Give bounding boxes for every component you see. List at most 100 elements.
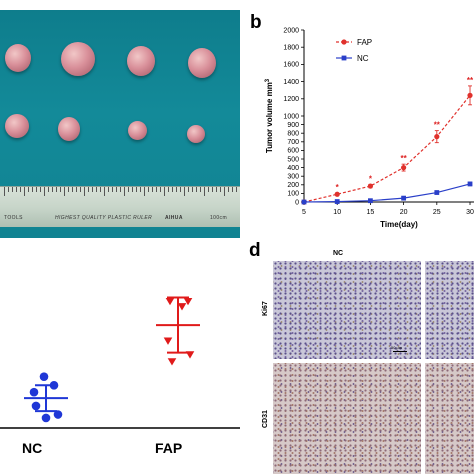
ruler-tick: [228, 187, 229, 192]
significance-marker: *: [369, 174, 373, 183]
tumor-nc-1: [5, 114, 29, 138]
ruler-tick: [100, 187, 101, 192]
ruler-tick: [132, 187, 133, 192]
ihc-image-ki67-nc: 50 μm: [273, 261, 421, 359]
ruler-tick: [216, 187, 217, 192]
y-tick-label: 1200: [283, 96, 299, 103]
ruler-tick: [64, 187, 65, 196]
ruler-tick: [44, 187, 45, 196]
ruler-tick: [144, 187, 145, 196]
data-point-fap: [467, 92, 473, 98]
data-point-nc: [368, 198, 373, 204]
data-point-nc: [334, 199, 340, 204]
category-label-nc: NC: [22, 440, 43, 456]
x-tick-label: 30: [466, 209, 474, 216]
ruler-tick: [180, 187, 181, 192]
ruler-tick: [224, 187, 225, 196]
data-point-nc: [434, 190, 440, 195]
series-line-nc: [303, 183, 471, 203]
y-tick-label: 400: [287, 165, 299, 172]
series-line-fap: [303, 94, 471, 203]
ruler-tick: [8, 187, 9, 192]
ruler-tick: [188, 187, 189, 192]
ruler-tick: [92, 187, 93, 192]
legend-label-nc: NC: [357, 54, 369, 63]
ruler-tick: [168, 187, 169, 192]
ruler: TOOLS HIGHEST QUALITY PLASTIC RULER AIHU…: [0, 186, 240, 227]
ruler-tick: [152, 187, 153, 192]
data-point-nc: [39, 372, 49, 381]
data-point-fap: [367, 183, 374, 189]
ruler-tick: [12, 187, 13, 192]
significance-marker: *: [336, 183, 340, 192]
panel-letter-d: d: [249, 240, 261, 261]
x-tick-label: 15: [367, 209, 375, 216]
panel-letter-b: b: [250, 12, 262, 33]
ruler-tick: [4, 187, 5, 196]
ruler-tick: [72, 187, 73, 192]
y-tick-label: 300: [287, 174, 299, 181]
data-point-fap: [183, 297, 193, 306]
y-tick-label: 2000: [283, 27, 299, 34]
data-point-fap: [167, 358, 177, 366]
ruler-tick: [24, 187, 25, 196]
ruler-tick: [164, 187, 165, 196]
ihc-column-label-nc: NC: [333, 250, 344, 257]
x-axis-label: Time(day): [380, 220, 418, 229]
ruler-tick: [120, 187, 121, 192]
tumor-photograph: TOOLS HIGHEST QUALITY PLASTIC RULER AIHU…: [0, 10, 240, 238]
ruler-tick: [124, 187, 125, 196]
scatter-chart: [0, 296, 240, 429]
ruler-tick: [116, 187, 117, 192]
data-point-fap: [334, 191, 340, 197]
y-tick-label: 100: [287, 191, 299, 198]
ruler-tick: [140, 187, 141, 192]
ruler-tick: [28, 187, 29, 192]
ihc-row-label-cd31: CD31: [262, 410, 269, 428]
ruler-tick: [172, 187, 173, 192]
ruler-tick: [196, 187, 197, 192]
y-tick-label: 600: [287, 148, 299, 155]
significance-marker: **: [467, 76, 474, 85]
legend-marker: [341, 39, 347, 45]
scale-bar-text: 50 μm: [391, 345, 403, 350]
y-tick-label: 1800: [283, 45, 299, 52]
ruler-tick: [40, 187, 41, 192]
ruler-tick: [200, 187, 201, 192]
tumor-nc-2: [58, 117, 80, 141]
data-point-fap: [434, 134, 440, 140]
ruler-text-left: TOOLS: [4, 215, 23, 221]
legend-marker: [341, 55, 347, 61]
ruler-tick: [208, 187, 209, 192]
ruler-text-mid: HIGHEST QUALITY PLASTIC RULER: [55, 215, 153, 221]
ruler-tick: [136, 187, 137, 192]
y-tick-label: 1000: [283, 113, 299, 120]
ruler-tick: [220, 187, 221, 192]
data-point-nc: [301, 199, 307, 205]
ruler-tick: [32, 187, 33, 192]
data-point-nc: [49, 380, 59, 390]
ruler-tick: [96, 187, 97, 192]
data-point-fap: [401, 165, 407, 171]
y-tick-label: 200: [287, 182, 299, 189]
ihc-image-cd31-fap: [425, 363, 474, 474]
ruler-text-brand: AIHUA: [165, 215, 183, 221]
y-tick-label: 0: [295, 199, 299, 206]
y-axis-label: Tumor volume mm3: [265, 78, 274, 153]
y-tick-label: 800: [287, 131, 299, 138]
ruler-tick: [128, 187, 129, 192]
ruler-tick: [84, 187, 85, 196]
ruler-tick: [104, 187, 105, 196]
data-point-nc: [401, 195, 407, 201]
y-tick-label: 1600: [283, 62, 299, 69]
ruler-tick: [160, 187, 161, 192]
ruler-tick: [204, 187, 205, 196]
x-tick-label: 5: [302, 209, 306, 216]
ruler-tick: [148, 187, 149, 192]
tumor-fap-3: [127, 46, 155, 76]
ihc-image-cd31-nc: [273, 363, 421, 474]
significance-marker: **: [434, 121, 441, 130]
data-point-nc: [41, 413, 51, 423]
category-label-fap: FAP: [155, 440, 183, 456]
y-tick-label: 500: [287, 156, 299, 163]
